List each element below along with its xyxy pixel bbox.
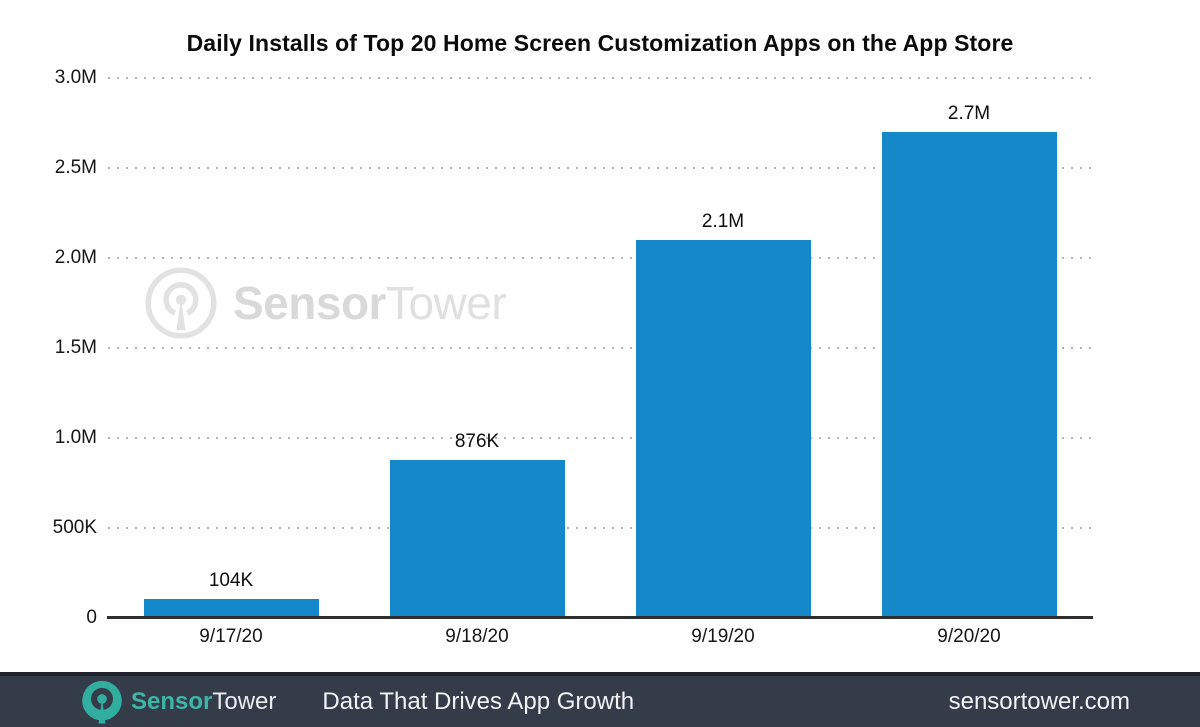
bar-value-label: 2.1M [701,211,745,232]
bar-9/19/20 [635,240,811,616]
y-tick-label: 2.0M [54,247,97,268]
footer-tagline: Data That Drives App Growth [322,687,635,715]
x-tick-label: 9/20/20 [937,626,1001,647]
footer-brand-bold: Sensor [131,687,213,715]
chart-title: Daily Installs of Top 20 Home Screen Cus… [186,30,1014,56]
watermark-wordmark: SensorTower [233,277,507,329]
chart-area: Daily Installs of Top 20 Home Screen Cus… [52,30,1093,647]
y-tick-label: 0 [86,607,97,628]
footer-website: sensortower.com [948,687,1130,715]
gridline-1.5M [108,347,1092,349]
x-tick-label: 9/19/20 [691,626,755,647]
sensortower-watermark: SensorTower [142,262,507,344]
bar-value-label: 2.7M [947,103,991,124]
footer-bar: SensorTower Data That Drives App Growth … [0,672,1200,727]
y-tick-label: 500K [52,517,97,538]
bar-value-label: 876K [454,431,500,453]
x-tick-label: 9/17/20 [199,626,263,647]
gridline-2.0M [108,257,1092,259]
footer-content: SensorTower Data That Drives App Growth [0,676,1200,727]
x-tick-label: 9/18/20 [445,626,509,647]
footer-top-divider [0,672,1200,676]
bar-value-label: 104K [208,570,254,592]
y-tick-label: 2.5M [54,157,97,178]
gridline-2.5M [108,167,1092,169]
gridline-3.0M [108,77,1092,79]
bar-9/17/20 [143,599,319,616]
footer-brand-light: Tower [212,687,277,715]
gridline-1.0M [108,437,1092,439]
bar-9/20/20 [881,132,1057,616]
watermark-brand-light: Tower [385,277,507,329]
bar-9/18/20 [389,460,565,616]
watermark-brand-bold: Sensor [233,277,386,329]
sensortower-logo-icon [142,264,220,342]
sensortower-logo-icon [80,680,124,724]
footer-wordmark: SensorTower [131,688,276,716]
y-tick-label: 3.0M [54,67,97,88]
x-axis-line [107,616,1093,619]
y-tick-label: 1.0M [54,427,97,448]
y-tick-label: 1.5M [54,337,97,358]
gridline-500K [108,527,1092,529]
